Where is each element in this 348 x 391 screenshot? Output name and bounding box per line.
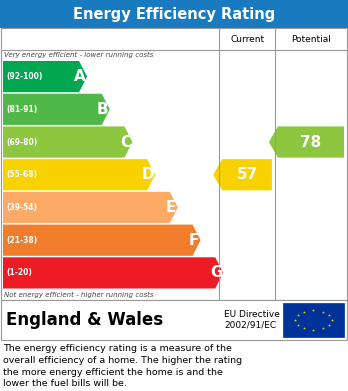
- Polygon shape: [269, 126, 344, 158]
- Text: 57: 57: [236, 167, 258, 182]
- Text: (81-91): (81-91): [6, 105, 37, 114]
- Text: Very energy efficient - lower running costs: Very energy efficient - lower running co…: [4, 52, 153, 58]
- Text: EU Directive
2002/91/EC: EU Directive 2002/91/EC: [224, 310, 280, 330]
- Text: (21-38): (21-38): [6, 236, 37, 245]
- Text: B: B: [97, 102, 109, 117]
- Text: (92-100): (92-100): [6, 72, 42, 81]
- Polygon shape: [3, 126, 133, 158]
- Bar: [1, 28, 347, 300]
- Text: C: C: [120, 135, 131, 149]
- Text: D: D: [142, 167, 155, 182]
- Text: (39-54): (39-54): [6, 203, 37, 212]
- Text: E: E: [166, 200, 176, 215]
- Polygon shape: [3, 61, 87, 92]
- Polygon shape: [213, 159, 272, 190]
- Text: England & Wales: England & Wales: [6, 311, 163, 329]
- Text: Potential: Potential: [291, 34, 331, 43]
- Bar: [0, 0, 348, 28]
- Text: A: A: [74, 69, 86, 84]
- Text: Not energy efficient - higher running costs: Not energy efficient - higher running co…: [4, 292, 153, 298]
- Polygon shape: [3, 224, 200, 256]
- Text: The energy efficiency rating is a measure of the
overall efficiency of a home. T: The energy efficiency rating is a measur…: [3, 344, 242, 388]
- Text: (69-80): (69-80): [6, 138, 37, 147]
- Bar: [1, 300, 347, 340]
- Bar: [283, 303, 344, 337]
- Text: Energy Efficiency Rating: Energy Efficiency Rating: [73, 7, 275, 22]
- Polygon shape: [3, 257, 223, 289]
- Text: Current: Current: [230, 34, 264, 43]
- Polygon shape: [3, 192, 178, 223]
- Polygon shape: [3, 94, 110, 125]
- Polygon shape: [3, 159, 155, 190]
- Text: G: G: [210, 265, 222, 280]
- Text: (1-20): (1-20): [6, 268, 32, 277]
- Text: (55-68): (55-68): [6, 170, 37, 179]
- Text: F: F: [188, 233, 199, 248]
- Text: 78: 78: [300, 135, 322, 149]
